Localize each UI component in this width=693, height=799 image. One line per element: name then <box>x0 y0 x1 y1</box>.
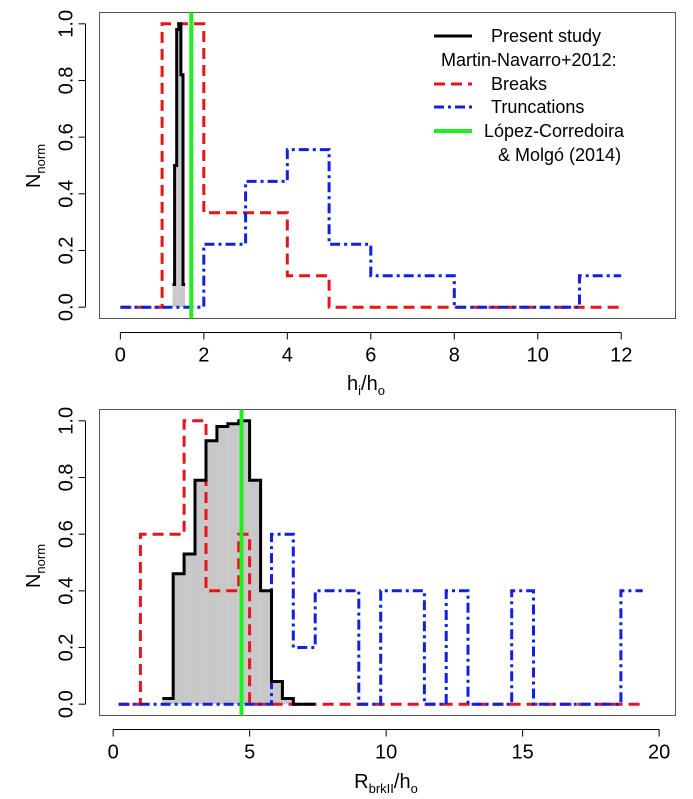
x-tick-label: 0 <box>115 345 126 367</box>
histogram-bin-present-study <box>178 23 181 308</box>
y-tick-label: 0.8 <box>56 464 78 492</box>
histogram-bin-present-study <box>176 29 179 308</box>
histogram-bin-present-study <box>195 480 206 705</box>
x-tick-label: 12 <box>610 345 632 367</box>
series-line-truncations <box>120 148 622 309</box>
legend-label-reference-1: López-Corredoira <box>484 121 625 141</box>
x-tick-label: 15 <box>512 742 534 764</box>
y-tick-label: 0.8 <box>56 67 78 95</box>
y-axis-label: Nnorm <box>23 544 48 588</box>
histogram-fill-layer <box>162 420 294 705</box>
x-tick-label: 4 <box>282 345 293 367</box>
histogram-bin-present-study <box>271 681 283 705</box>
histogram-bin-present-study <box>173 573 185 705</box>
y-tick-label: 0.4 <box>56 180 78 208</box>
histogram-bin-present-study <box>184 554 195 705</box>
histogram-bin-present-study <box>238 420 250 705</box>
histogram-bin-present-study <box>249 480 261 705</box>
y-axis-label: Nnorm <box>23 144 48 188</box>
histogram-bin-present-study <box>260 590 272 705</box>
x-ticks: 0 2 4 6 8 10 12 <box>115 332 632 367</box>
y-tick-label: 1.0 <box>56 10 78 38</box>
legend-group-heading: Martin-Navarro+2012: <box>441 50 617 70</box>
y-tick-label: 0.2 <box>56 237 78 265</box>
legend-label-reference-2: & Molgó (2014) <box>498 145 621 165</box>
y-tick-label: 0.6 <box>56 123 78 151</box>
x-tick-label: 5 <box>244 742 255 764</box>
legend-label-truncations: Truncations <box>491 97 584 117</box>
plot-frame <box>99 409 676 716</box>
x-ticks: 0 5 10 15 20 <box>108 729 670 764</box>
plot-frame <box>99 12 676 319</box>
y-tick-label: 0.6 <box>56 520 78 548</box>
histogram-bin-present-study <box>216 426 228 705</box>
panel-bottom: 0 5 10 15 20 0.0 0.2 0.4 0.6 0.8 1.0 RbrkII/ho Nn… <box>23 407 676 796</box>
histogram-bin-present-study <box>162 698 174 705</box>
y-tick-label: 0.0 <box>56 293 78 321</box>
histogram-bin-present-study <box>172 284 175 308</box>
histogram-bin-present-study <box>282 698 294 705</box>
y-tick-label: 0.4 <box>56 577 78 605</box>
y-ticks: 0.0 0.2 0.4 0.6 0.8 1.0 <box>56 10 86 321</box>
x-axis-label: RbrkII/ho <box>354 771 418 796</box>
x-tick-label: 20 <box>648 742 670 764</box>
x-tick-label: 0 <box>108 742 119 764</box>
x-tick-label: 10 <box>375 742 397 764</box>
legend-label-breaks: Breaks <box>491 74 547 94</box>
histogram-steps-layer <box>118 419 643 706</box>
histogram-bin-present-study <box>206 440 217 705</box>
legend: Present study Martin-Navarro+2012: Break… <box>434 26 625 165</box>
y-tick-label: 0.0 <box>56 690 78 718</box>
y-ticks: 0.0 0.2 0.4 0.6 0.8 1.0 <box>56 407 86 718</box>
x-tick-label: 2 <box>198 345 209 367</box>
series-line-breaks <box>118 419 643 706</box>
legend-label-present-study: Present study <box>491 26 601 46</box>
x-axis-label: hi/ho <box>347 373 385 398</box>
series-line-breaks <box>120 22 622 309</box>
x-tick-label: 6 <box>365 345 376 367</box>
x-tick-label: 8 <box>449 345 460 367</box>
y-tick-label: 1.0 <box>56 407 78 435</box>
series-line-present-study <box>172 22 186 286</box>
histogram-bin-present-study <box>183 284 186 308</box>
y-tick-label: 0.2 <box>56 634 78 662</box>
histogram-bin-present-study <box>227 423 239 705</box>
histogram-steps-layer <box>120 22 622 309</box>
x-tick-label: 10 <box>527 345 549 367</box>
panel-top: 0 2 4 6 8 10 12 0.0 0.2 0.4 0.6 0.8 1.0 hi/ho Nnorm… <box>23 10 676 398</box>
series-line-present-study <box>162 419 316 706</box>
series-line-truncations <box>118 532 643 706</box>
